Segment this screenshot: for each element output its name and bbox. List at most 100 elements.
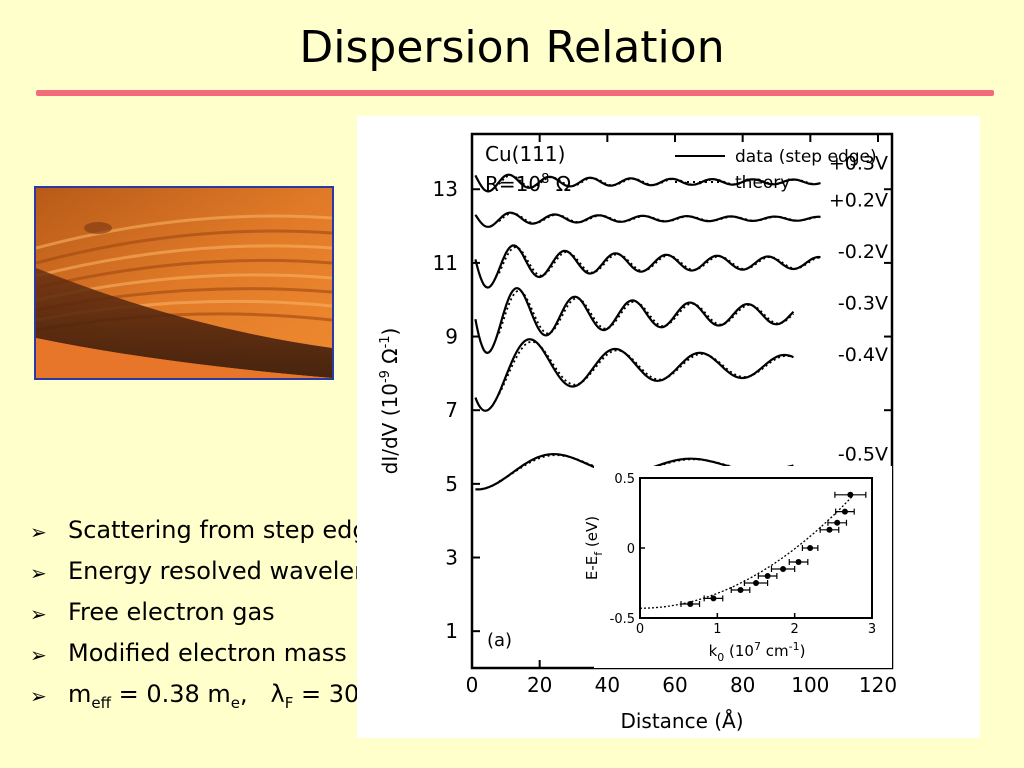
bullet-text: Scattering from step edge: [68, 516, 383, 544]
legend-label: data (step edge): [735, 147, 877, 167]
inset-y-sub: f: [592, 551, 605, 556]
formula-sub: e: [230, 693, 241, 712]
x-tick-label: 100: [791, 673, 829, 697]
inset-data-point: [753, 580, 759, 586]
theory-curve: [498, 246, 821, 277]
data-curve: [474, 211, 821, 228]
inset-y-tick-label: 0: [627, 542, 635, 557]
arrow-bullet-icon: ➢: [30, 520, 47, 544]
inset-x-exp: -1: [789, 640, 800, 653]
x-tick-label: 60: [662, 673, 687, 697]
bullet-list: ➢ Scattering from step edge ➢ Energy resol…: [30, 516, 450, 721]
x-axis-label: Distance (Å): [620, 709, 743, 733]
inset-data-point: [780, 566, 787, 572]
step-edge-stm-image: [34, 186, 334, 380]
main-curves: [474, 173, 821, 491]
y-label-part: dI/dV (10: [378, 383, 402, 474]
inset-x-tick-label: 0: [636, 622, 644, 637]
y-label-part: ): [378, 328, 402, 336]
panel-label: (a): [487, 630, 512, 651]
y-label-exp: -1: [378, 335, 393, 348]
y-tick-label: 3: [445, 546, 458, 570]
y-label-exp: -9: [378, 370, 393, 383]
page-title: Dispersion Relation: [299, 22, 725, 73]
series-label: -0.4V: [838, 344, 888, 366]
theory-curve: [498, 340, 794, 395]
x-tick-label: 20: [527, 673, 552, 697]
series-label: +0.2V: [829, 189, 888, 211]
arrow-bullet-icon: ➢: [30, 643, 47, 667]
sample-label: Cu(111): [485, 142, 565, 166]
y-axis-label: dI/dV (10-9 Ω-1): [378, 328, 402, 475]
x-tick-label: 0: [466, 673, 479, 697]
inset-points: [680, 491, 867, 607]
formula-part: , λ: [240, 680, 285, 708]
inset-y-tick-label: 0.5: [614, 472, 635, 487]
bullet-text: Free electron gas: [68, 598, 275, 626]
inset-background: [594, 466, 892, 668]
formula-part: = 0.38 m: [110, 680, 231, 708]
inset-x-part: ): [800, 642, 806, 660]
inset-y-part: E-E: [583, 556, 601, 580]
stm-figure: 0 20 40 60 80 100 120 1 3 5 7 9 11 13 +0.3V +0.2V -0.2…: [357, 116, 980, 738]
inset-data-point: [764, 573, 771, 579]
data-curve: [474, 338, 794, 412]
inset-y-label: E-Ef (eV): [583, 516, 605, 580]
inset-data-point: [834, 519, 841, 526]
resistance-unit: Ω: [549, 172, 571, 196]
formula-sub: F: [284, 693, 294, 712]
y-tick-label: 9: [445, 325, 458, 349]
bullet-text: Modified electron mass: [68, 639, 347, 667]
y-tick-label: 11: [433, 251, 458, 275]
title-divider: [36, 90, 994, 96]
inset-data-point: [710, 595, 717, 602]
inset-data-point: [795, 559, 802, 565]
inset-x-part: k: [709, 642, 718, 660]
inset-x-tick-label: 3: [868, 622, 876, 637]
inset-ticks: 0 1 2 30.50-0.5: [610, 472, 877, 637]
inset-x-exp: 7: [754, 640, 761, 653]
formula-part: m: [68, 680, 92, 708]
series-label: -0.2V: [838, 241, 888, 263]
x-tick-label: 80: [730, 673, 755, 697]
bullet-item: ➢ Free electron gas: [30, 598, 450, 639]
theory-curve: [498, 289, 795, 335]
inset-data-point: [687, 601, 694, 607]
inset-x-tick-label: 1: [713, 622, 721, 637]
inset-x-sub: 0: [717, 651, 724, 664]
theory-curve: [498, 174, 821, 189]
inset-data-point: [807, 545, 814, 551]
bullet-item-formula: ➢ meff = 0.38 me, λF = 30 Å: [30, 680, 450, 721]
series-label: -0.5V: [838, 443, 888, 465]
formula-sub: eff: [91, 693, 111, 712]
inset-y-part: (eV): [583, 516, 601, 552]
y-tick-label: 5: [445, 472, 458, 496]
inset-data-point: [841, 508, 848, 515]
bullet-item: ➢ Scattering from step edge: [30, 516, 450, 557]
inset-data-point: [737, 587, 744, 593]
y-label-part: Ω: [378, 348, 402, 370]
legend-label: theory: [735, 173, 790, 193]
resistance-base: R=10: [485, 172, 541, 196]
inset-x-part: cm: [761, 642, 789, 660]
resistance-exp: 8: [541, 172, 549, 187]
bullet-item: ➢ Modified electron mass: [30, 639, 450, 680]
series-label: +0.3V: [829, 152, 888, 174]
arrow-bullet-icon: ➢: [30, 561, 47, 585]
bullet-text: Energy resolved wavelength: [68, 557, 410, 585]
inset-data-point: [847, 491, 854, 498]
inset-data-point: [826, 526, 833, 533]
y-tick-label: 1: [445, 619, 458, 643]
data-curve: [474, 287, 795, 355]
bullet-item: ➢ Energy resolved wavelength: [30, 557, 450, 598]
theory-curve: [498, 212, 821, 225]
inset-y-tick-label: -0.5: [610, 612, 635, 627]
arrow-bullet-icon: ➢: [30, 602, 47, 626]
y-tick-label: 7: [445, 398, 458, 422]
x-tick-label: 120: [859, 673, 897, 697]
x-tick-label: 40: [595, 673, 620, 697]
inset-x-tick-label: 2: [791, 622, 799, 637]
formula-text: meff = 0.38 me, λF = 30 Å: [68, 680, 383, 712]
inset-x-part: (10: [724, 642, 754, 660]
